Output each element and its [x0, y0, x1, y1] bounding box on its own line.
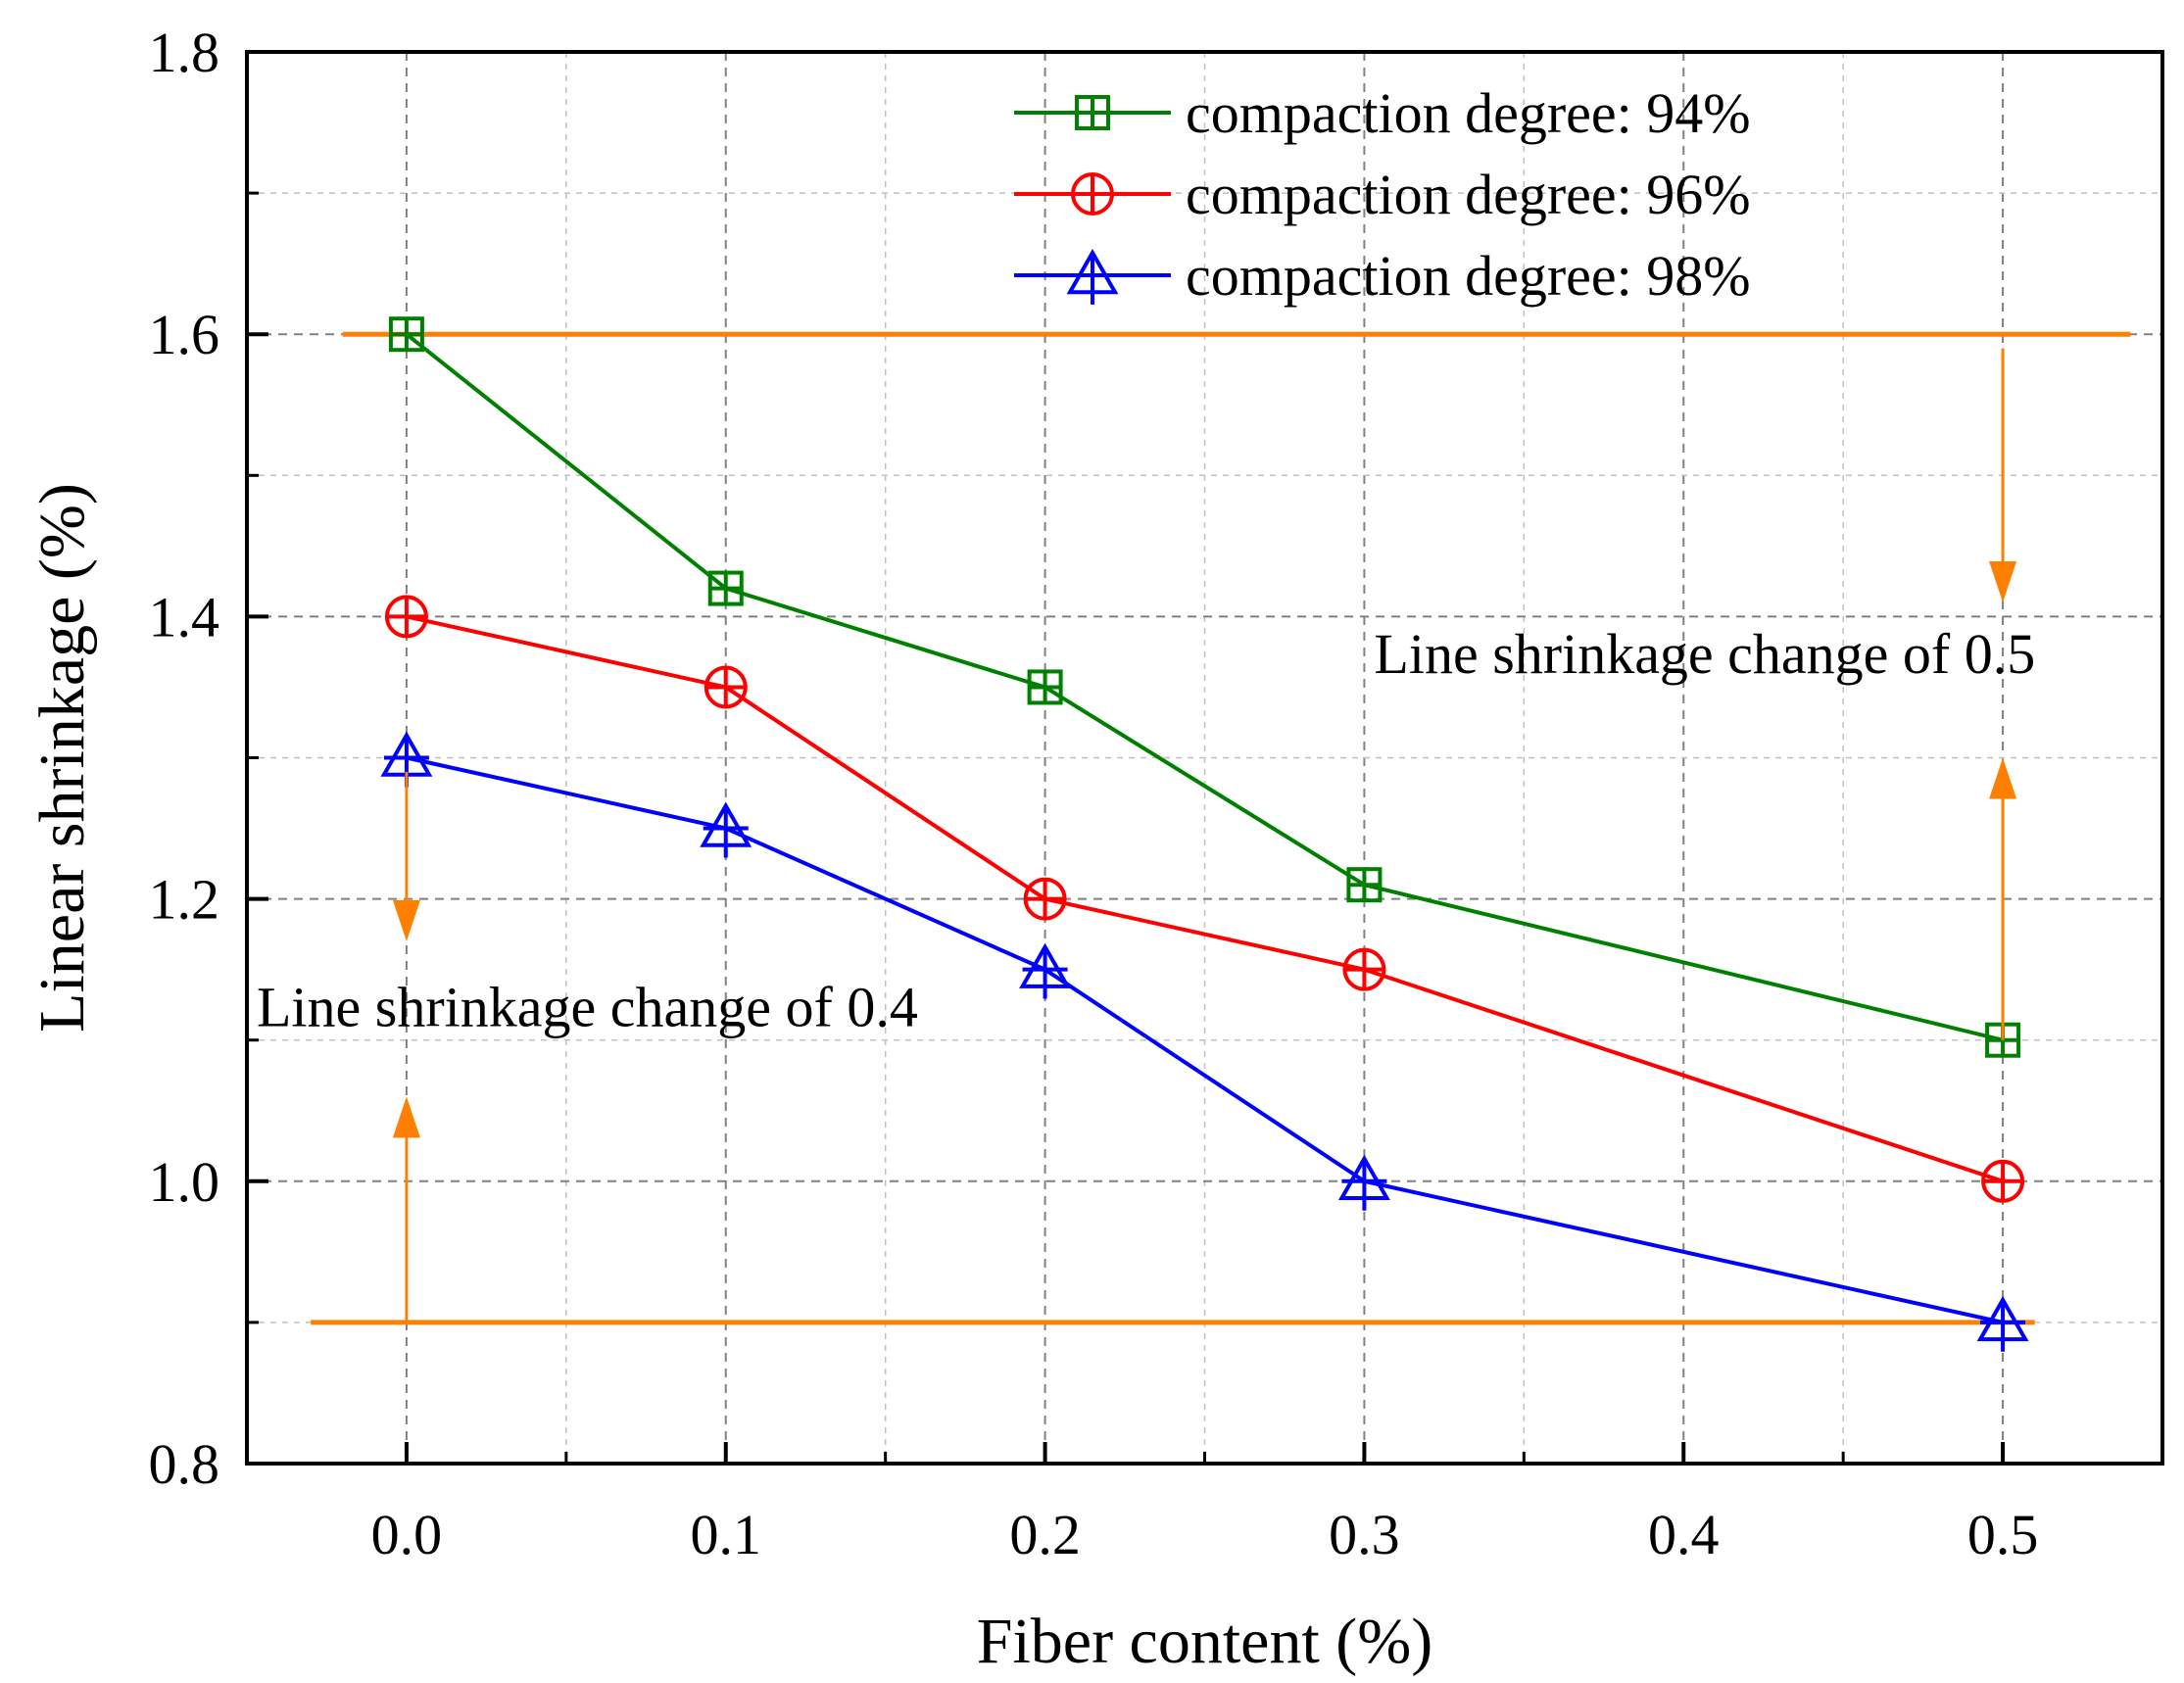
annotation-arrow-head: [392, 1096, 420, 1138]
legend-label: compaction degree: 94%: [1186, 81, 1751, 145]
data-point: [704, 665, 748, 709]
x-tick-label: 0.0: [371, 1503, 443, 1566]
series-1: [384, 595, 2025, 1203]
annotation-arrow-head: [392, 899, 420, 941]
y-tick-label: 1.6: [149, 303, 220, 366]
data-point: [1981, 1159, 2025, 1203]
series-0: [388, 316, 2021, 1058]
annotation-0: Line shrinkage change of 0.5: [1374, 348, 2035, 1040]
reference-lines-layer: [311, 331, 2131, 1325]
data-point: [1976, 1295, 2029, 1352]
axis-layer: 0.0 0.1 0.2 0.3 0.4 0.5 0.8 1.0 1.2 1.4 1.6 1.8: [149, 21, 2039, 1566]
y-tick-label: 1.8: [149, 21, 220, 84]
legend: compaction degree: 94% compaction degree:…: [1014, 81, 1751, 308]
annotations-layer: Line shrinkage change of 0.5 Line shrinka…: [257, 348, 2035, 1322]
legend-label: compaction degree: 98%: [1186, 244, 1751, 308]
data-point: [384, 595, 428, 639]
data-point: [1023, 877, 1067, 921]
data-point: [1346, 867, 1383, 903]
legend-label: compaction degree: 96%: [1186, 163, 1751, 226]
x-axis-title: Fiber content (%): [977, 1606, 1433, 1677]
x-tick-label: 0.1: [691, 1503, 762, 1566]
x-tick-label: 0.5: [1967, 1503, 2039, 1566]
annotation-label: Line shrinkage change of 0.4: [257, 975, 918, 1038]
data-point: [1337, 1154, 1390, 1211]
y-tick-label: 1.2: [149, 868, 220, 932]
x-tick-label: 0.4: [1648, 1503, 1720, 1566]
data-point: [1019, 942, 1072, 999]
annotation-arrow-head: [1989, 757, 2017, 799]
data-point: [707, 570, 744, 606]
annotation-arrow-head: [1989, 560, 2017, 602]
x-tick-label: 0.2: [1009, 1503, 1081, 1566]
legend-entry-0: compaction degree: 94%: [1014, 81, 1751, 145]
y-tick-label: 0.8: [149, 1432, 220, 1496]
data-point: [1342, 947, 1386, 991]
data-point: [700, 801, 752, 858]
data-point: [1027, 669, 1063, 705]
y-tick-label: 1.0: [149, 1150, 220, 1214]
y-axis-title: Linear shrinkage (%): [26, 483, 98, 1033]
x-tick-label: 0.3: [1329, 1503, 1400, 1566]
y-tick-label: 1.4: [149, 585, 220, 649]
annotation-1: Line shrinkage change of 0.4: [257, 771, 918, 1322]
legend-entry-2: compaction degree: 98%: [1014, 244, 1751, 308]
annotation-label: Line shrinkage change of 0.5: [1374, 622, 2035, 686]
legend-entry-1: compaction degree: 96%: [1014, 163, 1751, 226]
data-point: [388, 316, 424, 353]
